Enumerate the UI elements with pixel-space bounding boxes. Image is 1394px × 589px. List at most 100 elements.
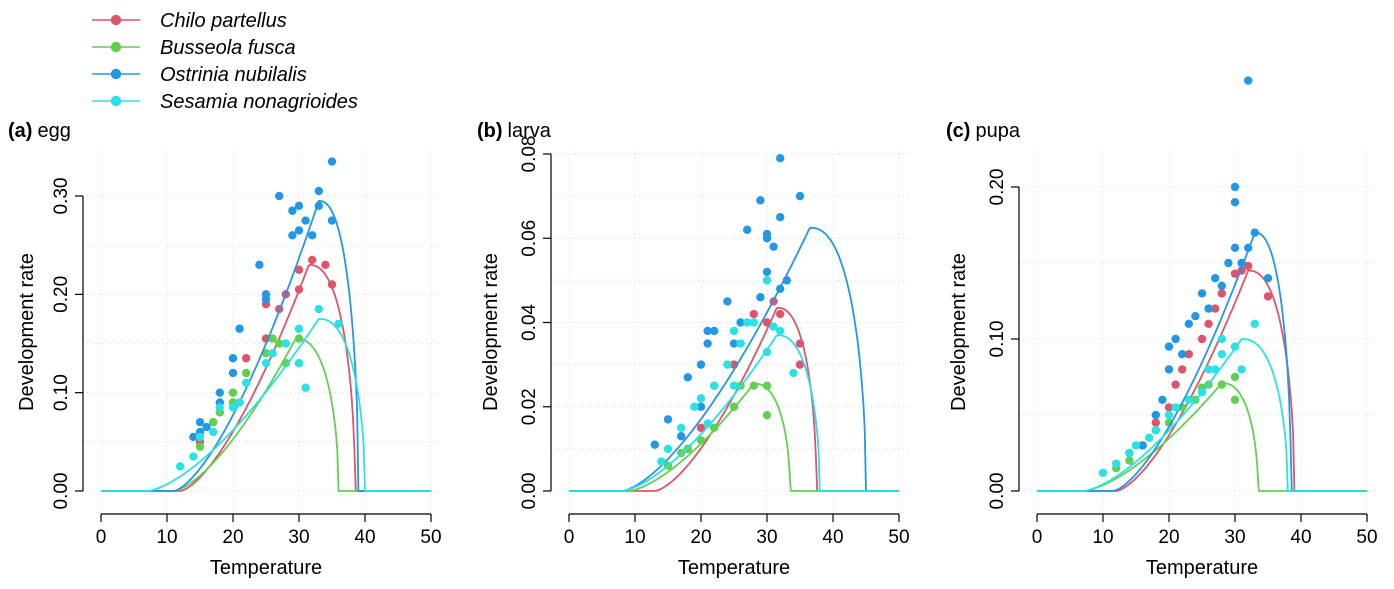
data-point xyxy=(1230,372,1240,382)
data-point xyxy=(1112,459,1121,468)
fit-curve xyxy=(569,382,899,492)
data-point xyxy=(1164,342,1174,351)
legend-marker xyxy=(110,95,122,107)
y-tick-label: 0.02 xyxy=(519,388,540,425)
data-point xyxy=(1197,289,1207,298)
legend-marker xyxy=(110,41,122,53)
panel-egg: 0 10 20 30 40 50 0.00 0.10 0.20 0.30 Temperature De… xyxy=(8,120,443,579)
data-point xyxy=(723,297,732,306)
data-point xyxy=(1230,198,1240,207)
x-tick-label: 0 xyxy=(96,527,107,548)
y-tick-label: 0.30 xyxy=(51,178,72,215)
y-tick-label: 0.10 xyxy=(51,374,72,411)
data-point xyxy=(1098,468,1108,477)
data-point xyxy=(308,231,317,240)
axes: 0 10 20 30 40 50 0.00 0.02 0.04 0.06 0.08 xyxy=(519,136,910,548)
panel-pupa: 0 10 20 30 40 50 0.00 0.10 0.20 Temperature Develo… xyxy=(946,76,1379,579)
data-point xyxy=(762,229,772,239)
legend-item: Busseola fusca xyxy=(92,37,296,59)
x-tick-label: 20 xyxy=(690,527,711,548)
data-point xyxy=(696,423,706,433)
panel-title: (c) pupa xyxy=(946,120,1021,142)
data-point xyxy=(228,388,238,397)
x-tick-label: 40 xyxy=(822,527,843,548)
data-point xyxy=(288,231,297,240)
fit-curve xyxy=(1037,269,1367,492)
data-point xyxy=(189,432,198,442)
data-point xyxy=(261,290,271,299)
data-point xyxy=(1184,319,1194,328)
axes: 0 10 20 30 40 50 0.00 0.10 0.20 xyxy=(987,169,1378,548)
x-tick-label: 50 xyxy=(888,527,909,548)
gridlines xyxy=(83,150,443,514)
data-point xyxy=(301,383,310,392)
data-point xyxy=(1197,334,1207,344)
panels: 0 10 20 30 40 50 0.00 0.10 0.20 0.30 Temperature De… xyxy=(8,76,1379,579)
data-point xyxy=(1230,395,1240,404)
data-point xyxy=(255,260,264,270)
x-tick-label: 10 xyxy=(624,527,645,548)
data-point xyxy=(288,206,297,215)
data-point xyxy=(795,360,805,369)
data-point xyxy=(657,457,666,466)
data-point xyxy=(1125,456,1134,465)
data-point xyxy=(710,326,719,336)
data-point xyxy=(215,388,224,397)
data-point xyxy=(1263,274,1273,283)
y-tick-label: 0.06 xyxy=(519,220,540,257)
data-point xyxy=(776,284,785,293)
data-point xyxy=(209,417,218,427)
data-point xyxy=(1171,403,1180,412)
panel-name: egg xyxy=(37,120,70,142)
legend-label: Busseola fusca xyxy=(160,37,296,59)
data-point xyxy=(1263,292,1273,301)
data-point xyxy=(743,225,752,235)
data-point xyxy=(1164,365,1174,374)
y-tick-label: 0.00 xyxy=(987,473,1008,510)
data-point xyxy=(1178,350,1187,359)
data-point xyxy=(703,339,712,348)
panel-name: larva xyxy=(508,120,552,142)
data-point xyxy=(1191,312,1200,321)
fit-curve xyxy=(569,334,899,492)
data-point xyxy=(314,304,323,314)
data-point xyxy=(308,255,317,265)
data-point xyxy=(710,423,719,433)
data-point xyxy=(242,354,251,363)
series-busseola-fusca xyxy=(569,381,899,492)
panel-larva: 0 10 20 30 40 50 0.00 0.02 0.04 0.06 0.08 Temperatu… xyxy=(477,120,911,579)
data-point xyxy=(1217,289,1227,298)
y-tick-label: 0.20 xyxy=(987,169,1008,206)
data-point xyxy=(242,368,251,378)
data-point xyxy=(1211,274,1220,283)
data-point xyxy=(756,293,765,302)
data-point xyxy=(1237,365,1246,374)
data-point xyxy=(202,422,211,432)
data-point xyxy=(1224,258,1233,268)
data-point xyxy=(1237,258,1246,268)
legend-marker xyxy=(110,68,122,80)
data-point xyxy=(729,402,739,411)
data-point xyxy=(294,226,304,235)
data-point xyxy=(683,373,692,382)
data-point xyxy=(334,319,343,329)
data-point xyxy=(1244,76,1253,85)
legend-item: Ostrinia nubilalis xyxy=(92,64,307,86)
data-point xyxy=(1131,441,1141,450)
fit-curve xyxy=(101,317,431,492)
data-point xyxy=(1151,418,1161,427)
data-point xyxy=(776,309,785,319)
x-axis-title: Temperature xyxy=(678,557,790,579)
data-point xyxy=(327,280,337,289)
data-point xyxy=(769,242,778,251)
data-point xyxy=(762,267,772,277)
data-point xyxy=(235,398,244,407)
data-point xyxy=(663,415,673,424)
data-point xyxy=(736,339,745,348)
data-point xyxy=(1158,395,1167,404)
x-tick-label: 50 xyxy=(1356,527,1377,548)
legend-item: Chilo partellus xyxy=(92,10,287,32)
data-point xyxy=(749,318,758,327)
data-point xyxy=(756,196,765,205)
